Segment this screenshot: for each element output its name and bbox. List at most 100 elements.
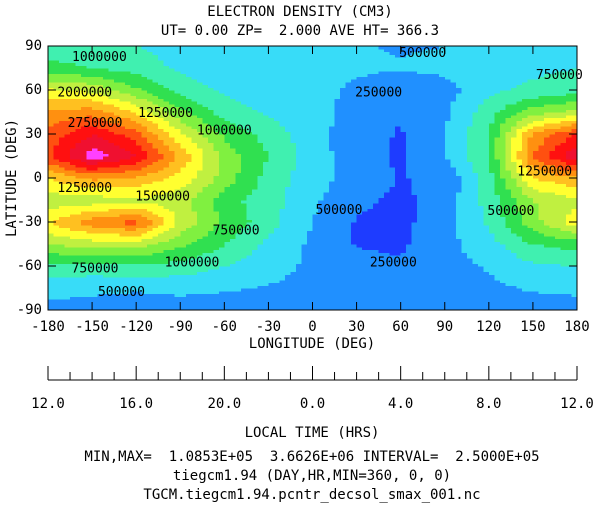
field-cell — [406, 246, 413, 251]
field-cell — [406, 200, 413, 204]
field-cell — [262, 299, 270, 303]
field-cell — [125, 235, 132, 240]
field-cell — [119, 213, 126, 218]
field-cell — [290, 227, 297, 231]
field-cell — [169, 260, 176, 264]
field-cell — [527, 244, 534, 248]
field-cell — [565, 183, 573, 187]
field-cell — [202, 296, 209, 300]
field-cell — [543, 238, 551, 242]
field-cell — [158, 189, 165, 193]
field-cell — [218, 224, 225, 229]
field-cell — [169, 307, 176, 311]
field-cell — [218, 257, 225, 262]
field-cell — [389, 296, 396, 300]
field-cell — [246, 230, 253, 234]
field-cell — [229, 186, 236, 190]
field-cell — [499, 238, 506, 242]
field-cell — [351, 279, 358, 284]
field-cell — [59, 246, 66, 251]
field-cell — [48, 211, 55, 215]
field-cell — [538, 266, 545, 270]
field-cell — [306, 255, 314, 259]
field-cell — [81, 279, 88, 284]
field-cell — [207, 255, 214, 259]
field-cell — [97, 183, 104, 187]
field-cell — [554, 200, 562, 204]
field-cell — [510, 189, 517, 193]
field-cell — [494, 216, 501, 220]
field-cell — [262, 158, 270, 163]
field-cell — [340, 191, 347, 196]
field-cell — [213, 222, 220, 226]
field-cell — [158, 202, 165, 207]
field-cell — [565, 227, 573, 231]
field-cell — [92, 191, 99, 196]
field-cell — [472, 277, 479, 281]
field-cell — [295, 299, 303, 303]
field-cell — [516, 191, 523, 196]
field-cell — [389, 183, 396, 187]
field-cell — [207, 172, 214, 176]
field-cell — [318, 191, 325, 196]
field-cell — [75, 249, 82, 253]
field-cell — [306, 290, 314, 295]
field-cell — [141, 277, 148, 281]
field-cell — [136, 260, 143, 264]
field-cell — [284, 290, 292, 295]
field-cell — [406, 244, 413, 248]
field-cell — [488, 186, 495, 190]
field-cell — [136, 304, 143, 308]
field-cell — [543, 205, 551, 209]
field-cell — [554, 288, 562, 292]
field-cell — [108, 211, 115, 215]
field-cell — [246, 279, 253, 284]
field-cell — [301, 227, 308, 231]
field-cell — [439, 180, 446, 185]
field-cell — [455, 216, 462, 220]
field-cell — [251, 164, 258, 168]
field-cell — [114, 235, 121, 240]
field-cell — [301, 282, 308, 286]
field-cell — [356, 244, 363, 248]
field-cell — [510, 268, 517, 273]
field-cell — [351, 235, 358, 240]
field-cell — [235, 277, 242, 281]
field-cell — [306, 183, 314, 187]
field-cell — [295, 260, 303, 264]
field-cell — [428, 222, 435, 226]
field-cell — [340, 178, 347, 182]
field-cell — [395, 249, 402, 253]
field-cell — [147, 213, 154, 218]
field-cell — [207, 189, 214, 193]
field-cell — [141, 246, 148, 251]
field-cell — [213, 282, 220, 286]
field-cell — [235, 175, 242, 179]
field-cell — [224, 191, 231, 196]
field-cell — [273, 235, 281, 240]
field-cell — [378, 238, 385, 242]
field-cell — [444, 208, 451, 212]
field-cell — [549, 304, 556, 308]
field-cell — [439, 186, 446, 190]
field-cell — [108, 156, 115, 160]
field-cell — [81, 249, 88, 253]
field-cell — [136, 167, 143, 171]
field-cell — [92, 304, 99, 308]
field-cell — [130, 178, 137, 182]
field-cell — [114, 304, 121, 308]
field-cell — [229, 241, 236, 245]
field-cell — [174, 285, 181, 289]
field-cell — [505, 186, 512, 190]
field-cell — [114, 244, 121, 248]
field-cell — [191, 290, 198, 295]
field-cell — [318, 211, 325, 215]
field-cell — [279, 301, 286, 306]
field-cell — [136, 186, 143, 190]
field-cell — [152, 183, 159, 187]
field-cell — [417, 268, 424, 273]
field-cell — [246, 211, 253, 215]
field-cell — [488, 271, 495, 275]
field-cell — [356, 257, 363, 262]
field-cell — [273, 191, 281, 196]
